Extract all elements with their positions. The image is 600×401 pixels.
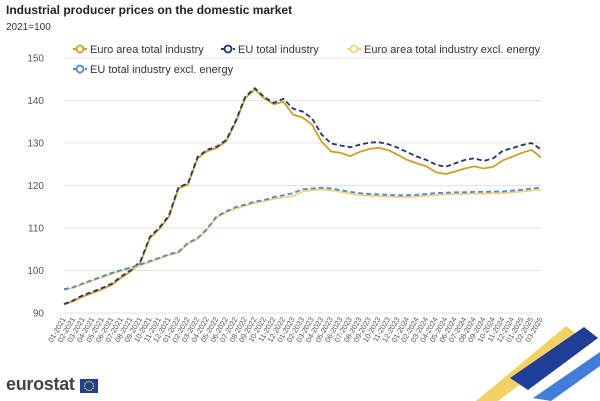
flag-star — [92, 382, 94, 385]
legend-circle-marker — [75, 44, 85, 54]
y-tick-label: 90 — [33, 309, 45, 320]
flag-background — [80, 379, 98, 393]
flag-star — [90, 381, 93, 383]
yellow-stripe — [476, 326, 582, 401]
flag-star — [85, 381, 88, 383]
legend-circle-marker — [223, 44, 233, 54]
eurostat-stripes-icon — [476, 326, 600, 401]
flag-star — [84, 387, 86, 390]
legend-item[interactable]: EU total industry excl. energy — [73, 64, 234, 76]
gridlines — [64, 57, 541, 314]
legend: Euro area total industry EU total industr… — [73, 44, 541, 76]
y-tick-label: 120 — [27, 181, 44, 192]
flag-star — [92, 387, 94, 390]
blue-stripe — [510, 327, 598, 390]
flag-star — [88, 380, 90, 383]
legend-label: EU total industry — [238, 44, 319, 56]
flag-star — [90, 389, 93, 391]
series-line-4 — [63, 186, 542, 291]
series-line-1 — [63, 88, 542, 306]
y-tick-label: 130 — [27, 139, 44, 150]
legend-circle-marker — [349, 44, 359, 54]
flag-star — [83, 385, 86, 387]
y-axis: 90 100 110 120 130 140 150 — [27, 54, 44, 320]
flag-star — [88, 389, 90, 392]
flag-star — [85, 389, 88, 391]
series-lines — [63, 87, 542, 306]
y-tick-label: 110 — [28, 224, 44, 235]
light-blue-stripe — [533, 352, 600, 401]
legend-item[interactable]: Euro area total industry excl. energy — [347, 44, 541, 56]
series-line-2 — [63, 87, 542, 305]
legend-label: Euro area total industry — [90, 44, 204, 56]
y-tick-label: 140 — [27, 96, 44, 107]
y-tick-label: 150 — [27, 54, 44, 65]
legend-label: EU total industry excl. energy — [90, 64, 234, 76]
y-tick-label: 100 — [27, 266, 44, 277]
unit-label: 2021=100 — [6, 22, 51, 33]
legend-circle-marker — [75, 64, 85, 74]
x-axis: 01-202102-202103-202104-202105-202106-20… — [46, 315, 545, 343]
legend-item[interactable]: Euro area total industry — [73, 44, 204, 56]
flag-star — [92, 385, 95, 387]
eurostat-logo: eurostat — [6, 374, 75, 394]
legend-label: Euro area total industry excl. energy — [364, 44, 541, 56]
flag-star — [84, 382, 86, 385]
legend-item[interactable]: EU total industry — [221, 44, 319, 56]
series-line-3 — [63, 188, 542, 291]
eu-flag-icon — [80, 379, 98, 393]
chart-title: Industrial producer prices on the domest… — [6, 3, 293, 17]
